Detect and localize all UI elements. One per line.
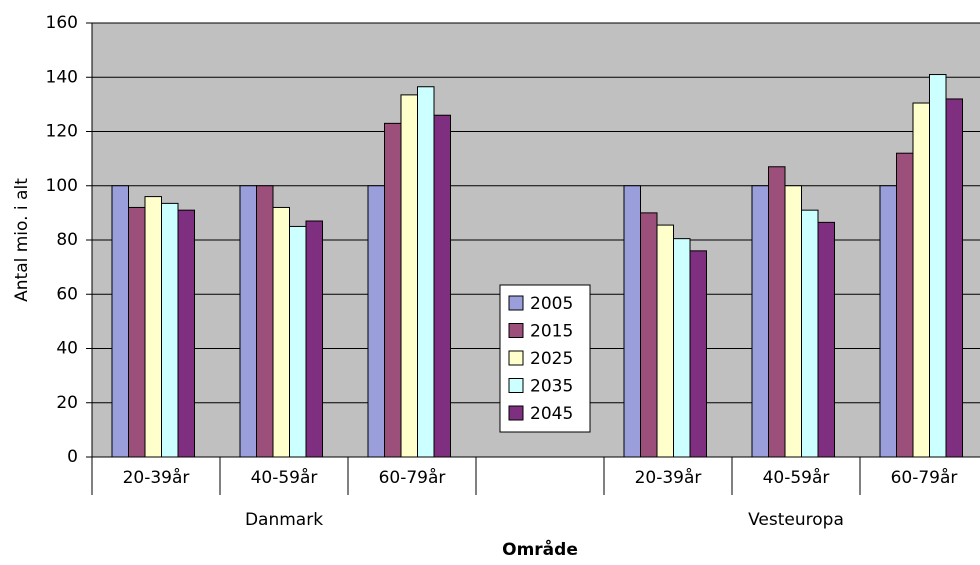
bar [929,74,947,458]
bar [623,185,641,458]
bar [367,185,385,458]
bar [256,185,274,458]
bar [879,185,897,458]
x-tick-label: 40-59år [251,467,318,488]
bar [177,209,195,458]
bar [272,206,290,458]
bar [161,202,179,458]
group-label: Danmark [245,510,323,530]
legend-label: 2005 [530,294,573,314]
legend-label: 2025 [530,349,573,369]
y-tick-label: 120 [46,122,78,142]
bar [144,196,162,458]
y-tick-label: 0 [67,447,78,467]
legend-swatch [508,350,524,366]
bar [417,86,435,458]
legend-label: 2035 [530,377,573,397]
bar [801,209,819,458]
bar [111,185,129,458]
bar [289,225,307,458]
bar [751,185,769,458]
bar [384,122,402,458]
bar [896,152,914,458]
y-tick-label: 20 [56,393,78,413]
bar [673,238,691,458]
legend-label: 2015 [530,322,573,342]
y-tick-label: 40 [56,339,78,359]
y-tick-label: 100 [46,176,78,196]
x-tick-label: 40-59år [763,467,830,488]
legend-label: 2045 [530,404,573,424]
bar [784,185,802,458]
legend-swatch [508,405,524,421]
bar [945,98,963,458]
x-tick-label: 60-79år [379,467,446,488]
legend-swatch [508,323,524,338]
bar [640,212,658,458]
y-tick-label: 60 [56,284,78,304]
legend-swatch [508,295,524,311]
bar [433,114,451,458]
y-tick-label: 160 [46,13,78,33]
bar [239,185,257,458]
y-axis-title: Antal mio. i alt [12,178,32,302]
x-tick-label: 20-39år [635,467,702,488]
bar [768,166,786,458]
x-axis-title: Område [502,538,578,560]
bar [400,94,418,458]
bar [817,221,835,458]
x-tick-label: 60-79år [891,467,958,488]
bar [128,206,146,458]
y-tick-label: 140 [46,67,78,87]
bar [305,220,323,458]
legend-swatch [508,378,524,393]
bar [912,102,930,458]
x-tick-label: 20-39år [123,467,190,488]
group-label: Vesteuropa [748,510,844,530]
bar [689,250,707,458]
bar [656,224,674,458]
y-tick-label: 80 [56,230,78,250]
